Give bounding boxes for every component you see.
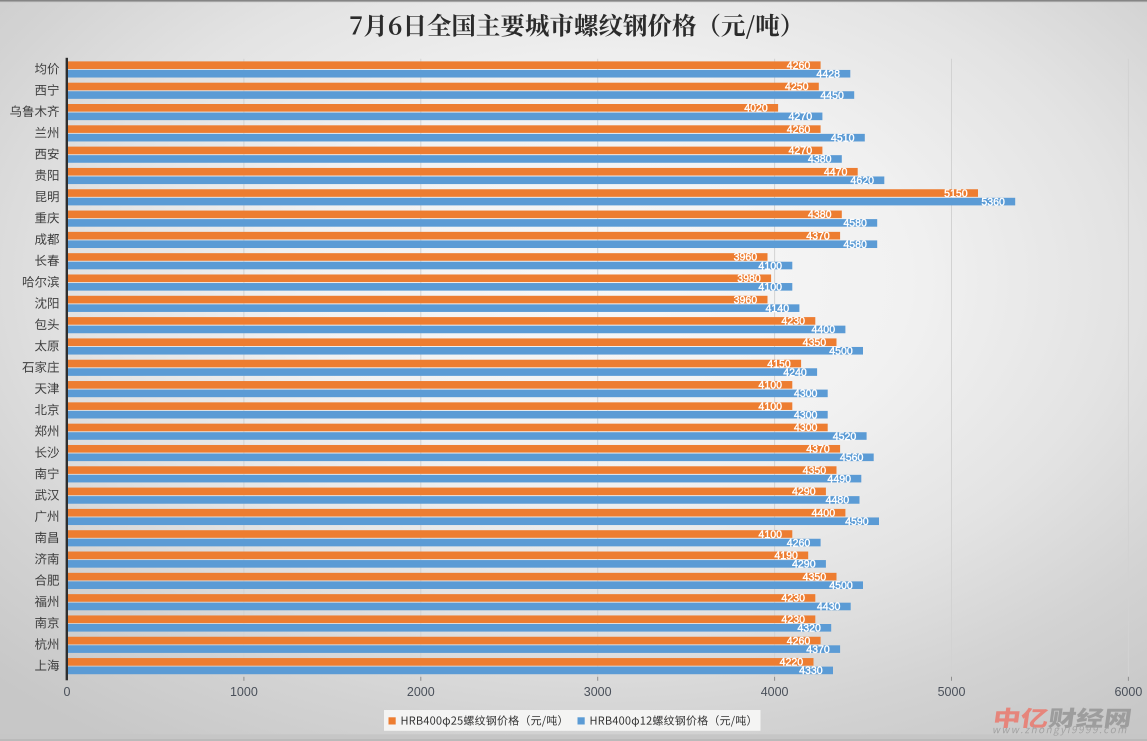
svg-text:4100: 4100 [758,529,782,541]
svg-text:4260: 4260 [787,60,811,72]
svg-text:5150: 5150 [944,188,968,200]
svg-text:4370: 4370 [806,444,830,456]
svg-text:4220: 4220 [780,657,804,669]
svg-text:4100: 4100 [758,401,782,413]
svg-text:4500: 4500 [829,346,853,358]
svg-text:4380: 4380 [808,154,832,166]
svg-text:4290: 4290 [792,559,816,571]
svg-text:4380: 4380 [808,209,832,221]
svg-text:4240: 4240 [783,367,807,379]
svg-text:4140: 4140 [766,303,790,315]
svg-text:4230: 4230 [781,593,805,605]
svg-text:4260: 4260 [787,537,811,549]
svg-text:3960: 3960 [734,294,758,306]
svg-text:4300: 4300 [794,409,818,421]
svg-text:2000: 2000 [407,685,435,699]
svg-text:4270: 4270 [789,111,813,123]
svg-text:4260: 4260 [787,124,811,136]
svg-text:4500: 4500 [829,580,853,592]
svg-text:4400: 4400 [812,507,836,519]
svg-text:3960: 3960 [734,252,758,264]
svg-text:4100: 4100 [758,282,782,294]
svg-text:4428: 4428 [816,68,840,80]
svg-text:4150: 4150 [767,358,791,370]
svg-text:4270: 4270 [789,145,813,157]
svg-text:4400: 4400 [812,324,836,336]
svg-text:4260: 4260 [787,635,811,647]
svg-text:4000: 4000 [761,685,789,699]
svg-text:4230: 4230 [781,316,805,328]
svg-text:0: 0 [64,685,71,699]
svg-text:4520: 4520 [833,431,857,443]
svg-text:4370: 4370 [806,230,830,242]
svg-text:4490: 4490 [827,473,851,485]
svg-text:4450: 4450 [820,90,844,102]
svg-text:4320: 4320 [797,623,821,635]
svg-text:4370: 4370 [806,644,830,656]
svg-text:5360: 5360 [981,196,1005,208]
svg-text:4330: 4330 [799,665,823,677]
svg-text:4250: 4250 [785,81,809,93]
svg-text:4430: 4430 [817,601,841,613]
svg-text:4290: 4290 [792,486,816,498]
svg-text:1000: 1000 [230,685,258,699]
svg-text:4480: 4480 [826,495,850,507]
svg-text:4350: 4350 [803,337,827,349]
svg-text:4190: 4190 [774,550,798,562]
svg-text:4300: 4300 [794,388,818,400]
svg-text:4230: 4230 [781,614,805,626]
svg-text:4100: 4100 [758,260,782,272]
svg-text:4020: 4020 [744,103,768,115]
svg-text:4470: 4470 [824,166,848,178]
svg-text:4300: 4300 [794,422,818,434]
svg-text:4510: 4510 [831,132,855,144]
svg-text:4350: 4350 [803,571,827,583]
svg-text:3000: 3000 [584,685,612,699]
svg-text:4350: 4350 [803,465,827,477]
svg-text:4560: 4560 [840,452,864,464]
svg-text:3980: 3980 [737,273,761,285]
svg-text:4100: 4100 [758,380,782,392]
svg-text:5000: 5000 [938,685,966,699]
svg-text:4590: 4590 [845,516,869,528]
svg-text:4580: 4580 [843,239,867,251]
svg-text:4620: 4620 [850,175,874,187]
svg-text:4580: 4580 [843,218,867,230]
svg-text:6000: 6000 [1114,685,1142,699]
